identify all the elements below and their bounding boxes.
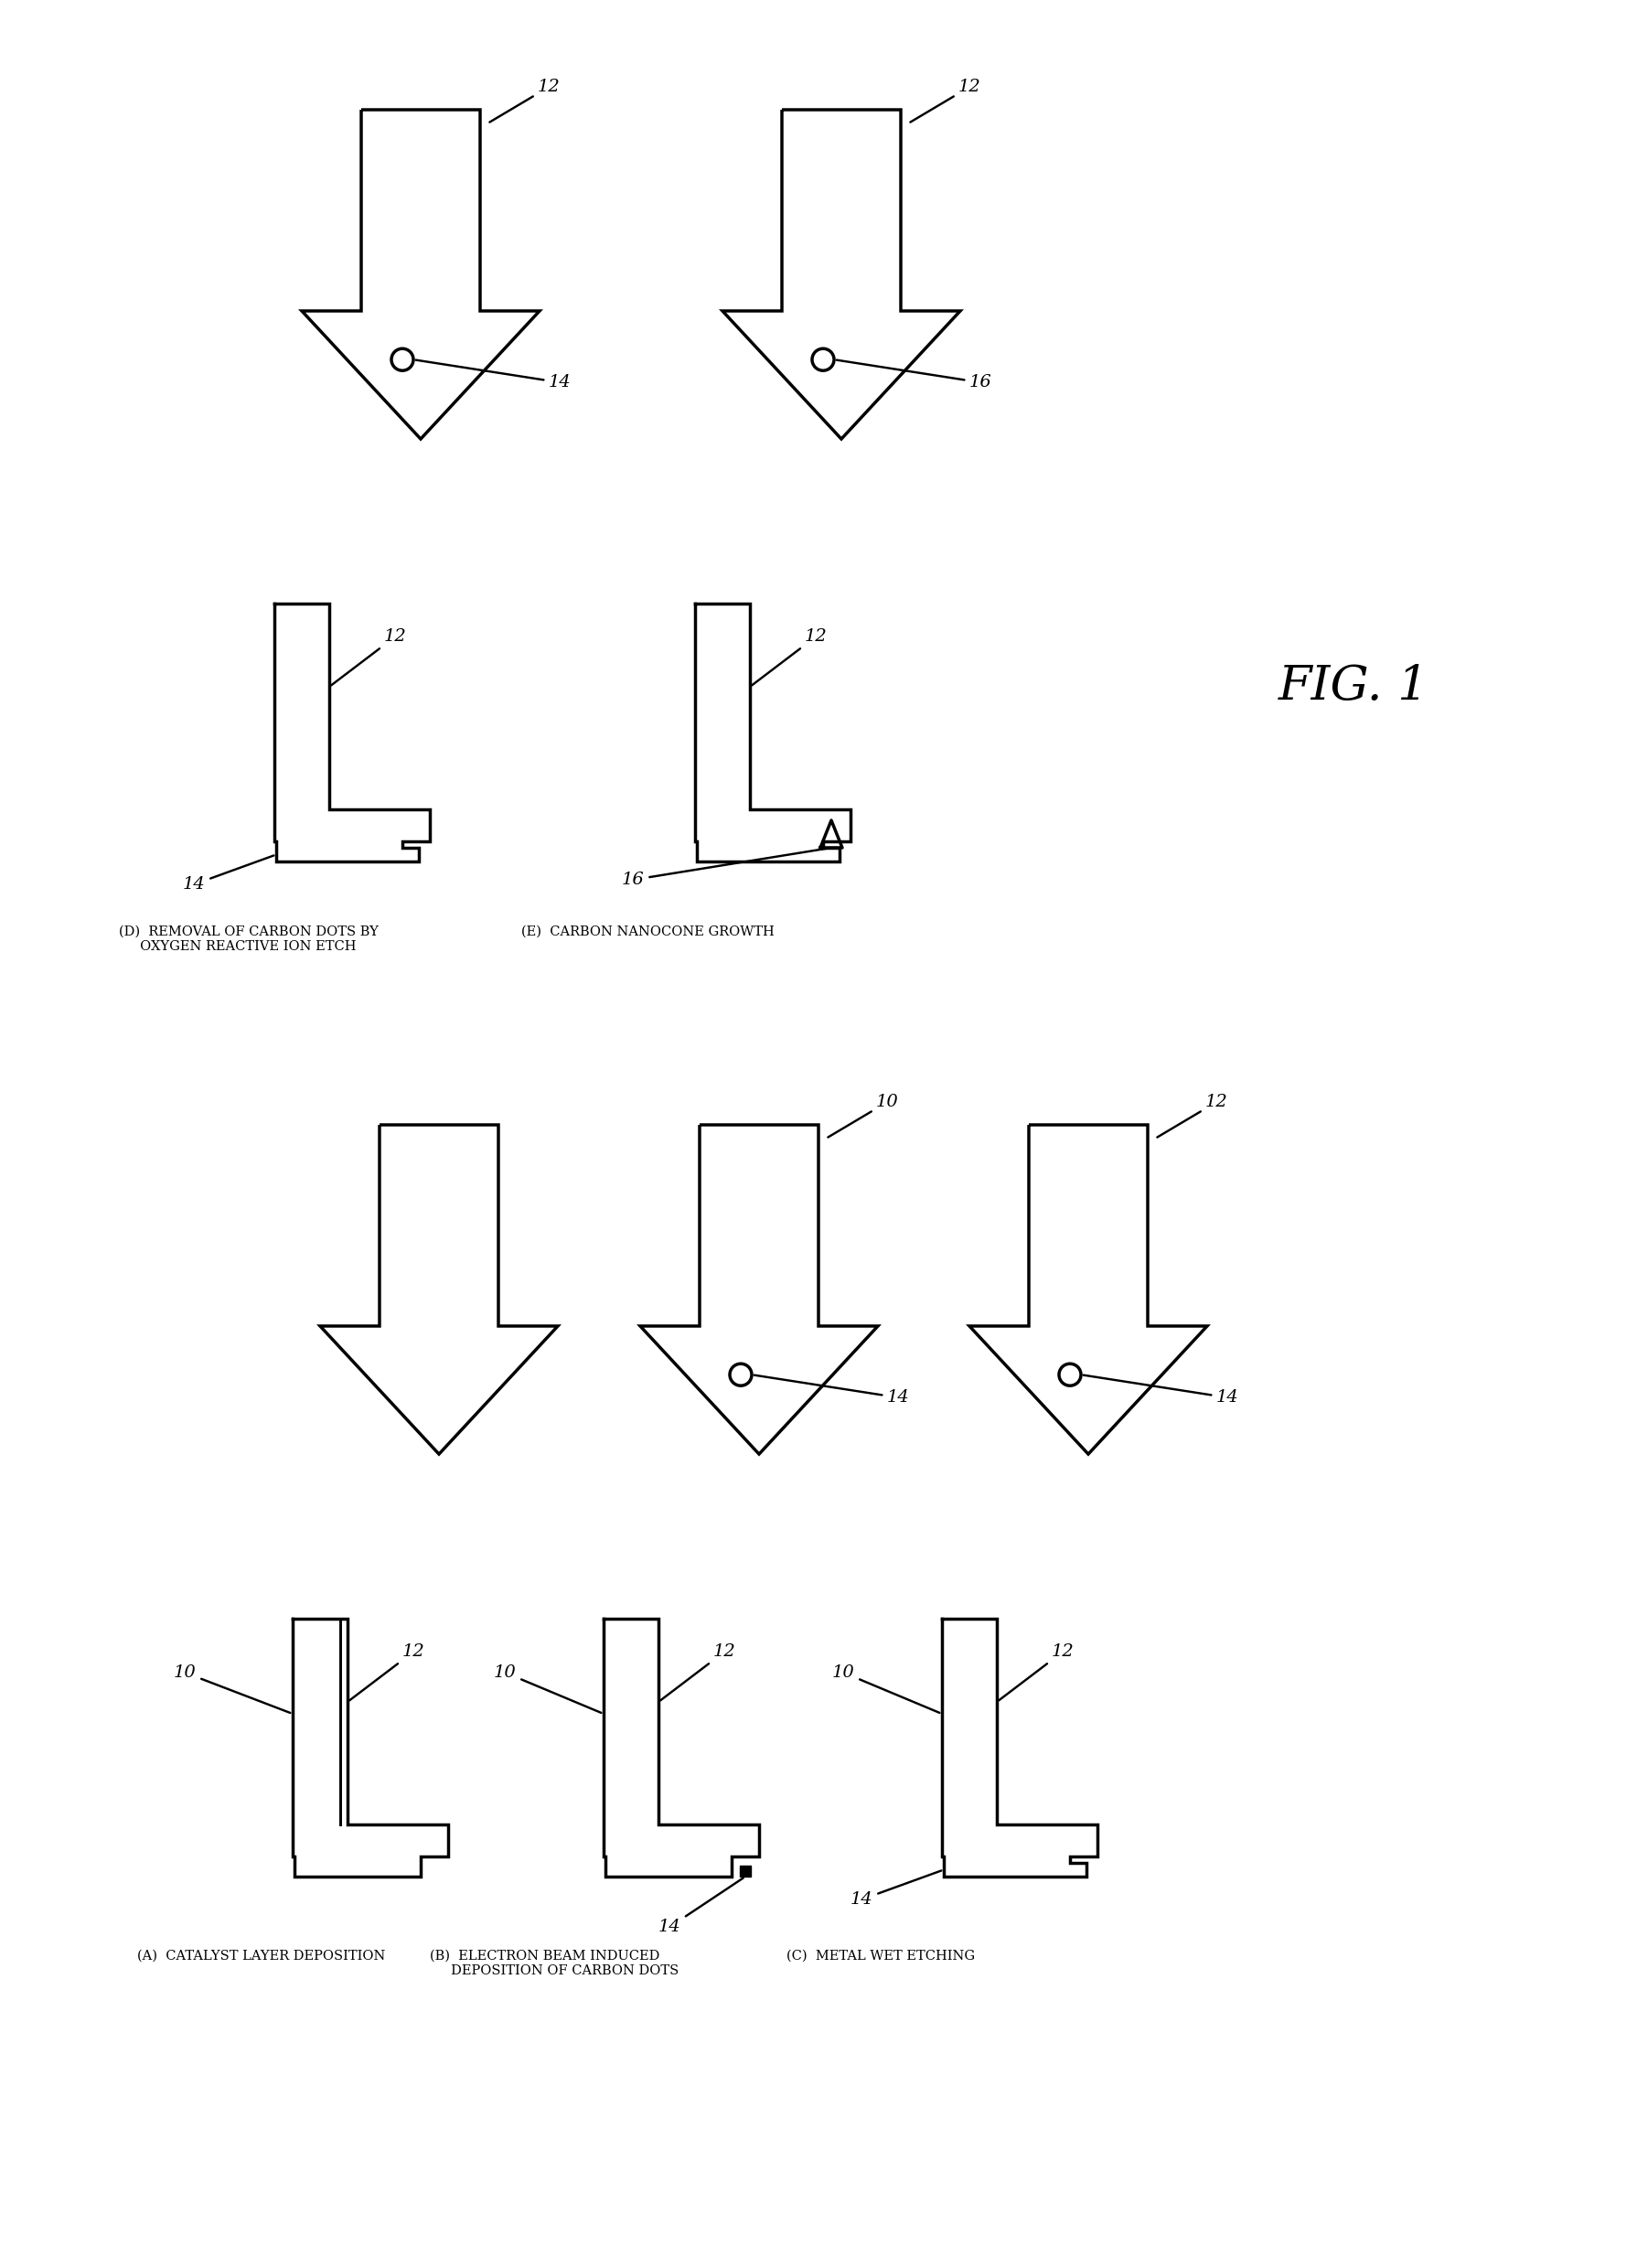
Text: 12: 12 xyxy=(660,1644,737,1701)
Text: 14: 14 xyxy=(850,1871,941,1907)
Text: 14: 14 xyxy=(754,1374,909,1406)
Bar xyxy=(740,1867,751,1876)
Text: 16: 16 xyxy=(836,361,992,390)
Text: (C)  METAL WET ETCHING: (C) METAL WET ETCHING xyxy=(787,1950,976,1962)
Text: (A)  CATALYST LAYER DEPOSITION: (A) CATALYST LAYER DEPOSITION xyxy=(137,1950,385,1962)
Text: 16: 16 xyxy=(621,848,829,889)
Text: (B)  ELECTRON BEAM INDUCED
     DEPOSITION OF CARBON DOTS: (B) ELECTRON BEAM INDUCED DEPOSITION OF … xyxy=(429,1950,678,1978)
Text: 12: 12 xyxy=(350,1644,424,1701)
Text: 14: 14 xyxy=(182,855,273,894)
Text: 12: 12 xyxy=(751,628,828,685)
Text: 14: 14 xyxy=(416,361,571,390)
Text: 14: 14 xyxy=(1083,1374,1239,1406)
Text: 10: 10 xyxy=(494,1665,602,1712)
Text: 12: 12 xyxy=(332,628,406,685)
Text: 12: 12 xyxy=(998,1644,1075,1701)
Text: (D)  REMOVAL OF CARBON DOTS BY
     OXYGEN REACTIVE ION ETCH: (D) REMOVAL OF CARBON DOTS BY OXYGEN REA… xyxy=(119,925,379,953)
Text: 10: 10 xyxy=(833,1665,940,1712)
Text: 12: 12 xyxy=(911,79,980,122)
Text: 14: 14 xyxy=(659,1878,743,1935)
Text: FIG. 1: FIG. 1 xyxy=(1278,662,1429,710)
Text: 12: 12 xyxy=(489,79,561,122)
Text: 10: 10 xyxy=(174,1665,291,1712)
Text: 10: 10 xyxy=(828,1093,899,1136)
Text: (E)  CARBON NANOCONE GROWTH: (E) CARBON NANOCONE GROWTH xyxy=(522,925,774,939)
Text: 12: 12 xyxy=(1158,1093,1228,1136)
